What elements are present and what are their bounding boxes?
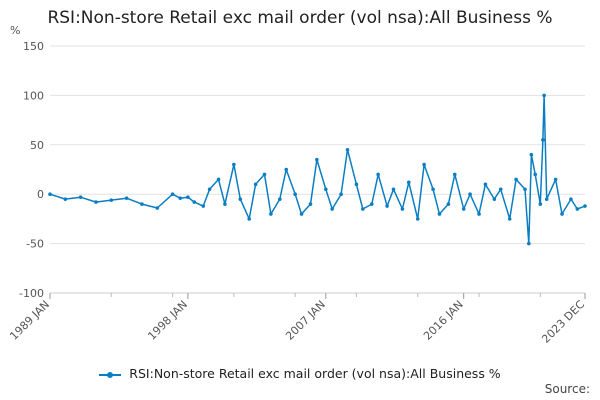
data-point: [575, 207, 580, 211]
y-axis-unit-label: %: [10, 24, 20, 37]
data-point: [232, 162, 236, 167]
data-point: [140, 202, 144, 206]
data-point: [269, 212, 273, 216]
data-point: [247, 217, 251, 221]
data-point: [369, 202, 374, 206]
data-point: [308, 202, 313, 206]
data-point: [155, 206, 160, 210]
data-point: [533, 172, 538, 177]
data-point: [468, 192, 472, 196]
x-tick-label: 2023 DEC: [539, 298, 587, 346]
data-point: [415, 217, 420, 221]
x-tick-label: 2007 JAN: [283, 298, 328, 343]
series-layer: [48, 93, 587, 246]
data-point: [492, 197, 497, 201]
y-tick-label: 100: [23, 89, 44, 102]
data-point: [541, 138, 545, 142]
y-axis-ticks: 150 100 50 0 -50 -100%: [10, 24, 44, 300]
data-point: [186, 195, 190, 199]
data-point: [124, 196, 129, 200]
data-point: [560, 212, 564, 216]
x-axis: 1989 JAN 1998 JAN 2007 JAN 2016 JAN 2023 DEC: [7, 292, 587, 346]
data-point: [553, 177, 558, 182]
x-tick-label: 1998 JAN: [145, 298, 190, 343]
y-tick-label: 150: [23, 40, 44, 53]
data-point: [339, 192, 343, 196]
data-point: [391, 187, 396, 192]
x-tick-label: 2016 JAN: [421, 298, 466, 343]
y-tick-label: -100: [19, 287, 44, 300]
data-point: [529, 152, 534, 157]
data-point: [431, 187, 435, 192]
data-point: [477, 212, 481, 216]
data-point: [170, 192, 175, 196]
data-point: [542, 93, 546, 98]
data-point: [330, 207, 334, 211]
data-point: [216, 177, 221, 182]
data-point: [569, 197, 573, 201]
data-point: [284, 167, 289, 172]
data-point: [192, 200, 197, 204]
data-point: [299, 212, 304, 216]
data-point: [78, 195, 83, 199]
source-label: Source:: [544, 382, 590, 396]
data-point: [452, 172, 457, 177]
data-point: [315, 157, 319, 162]
data-point: [583, 204, 587, 208]
data-point: [94, 200, 98, 204]
gridlines: [50, 45, 585, 294]
data-point: [514, 177, 518, 182]
data-point: [238, 197, 243, 201]
data-point: [262, 172, 267, 177]
data-point: [361, 207, 365, 211]
data-point: [345, 147, 350, 152]
data-point: [422, 162, 426, 167]
data-point: [385, 204, 389, 208]
data-point: [201, 204, 206, 208]
data-point: [406, 180, 411, 185]
legend-swatch-icon: [99, 370, 122, 380]
data-point: [527, 241, 531, 246]
data-point: [523, 187, 527, 192]
data-point: [48, 192, 52, 196]
data-point: [437, 212, 442, 216]
data-point: [293, 192, 297, 196]
data-point: [323, 187, 328, 192]
data-point: [109, 198, 114, 202]
data-point: [446, 202, 451, 206]
data-point: [354, 182, 359, 187]
data-point: [461, 207, 466, 211]
data-point: [63, 197, 68, 201]
y-tick-label: 50: [30, 139, 44, 152]
data-point: [498, 187, 503, 192]
data-point: [253, 182, 258, 187]
legend-label: RSI:Non-store Retail exc mail order (vol…: [129, 366, 501, 381]
data-point: [483, 182, 488, 187]
data-point: [544, 197, 549, 201]
series-line: [49, 94, 586, 245]
y-tick-label: -50: [26, 238, 44, 251]
data-point: [538, 202, 543, 206]
data-point: [507, 217, 512, 221]
data-point: [278, 197, 282, 201]
data-point: [400, 207, 405, 211]
data-point: [223, 202, 227, 206]
data-point: [376, 172, 380, 177]
data-point: [207, 187, 212, 192]
y-tick-label: 0: [37, 188, 44, 201]
data-point: [178, 196, 183, 200]
legend: RSI:Non-store Retail exc mail order (vol…: [0, 366, 600, 381]
x-tick-label: 1989 JAN: [7, 298, 52, 343]
chart-title: RSI:Non-store Retail exc mail order (vol…: [47, 8, 553, 28]
